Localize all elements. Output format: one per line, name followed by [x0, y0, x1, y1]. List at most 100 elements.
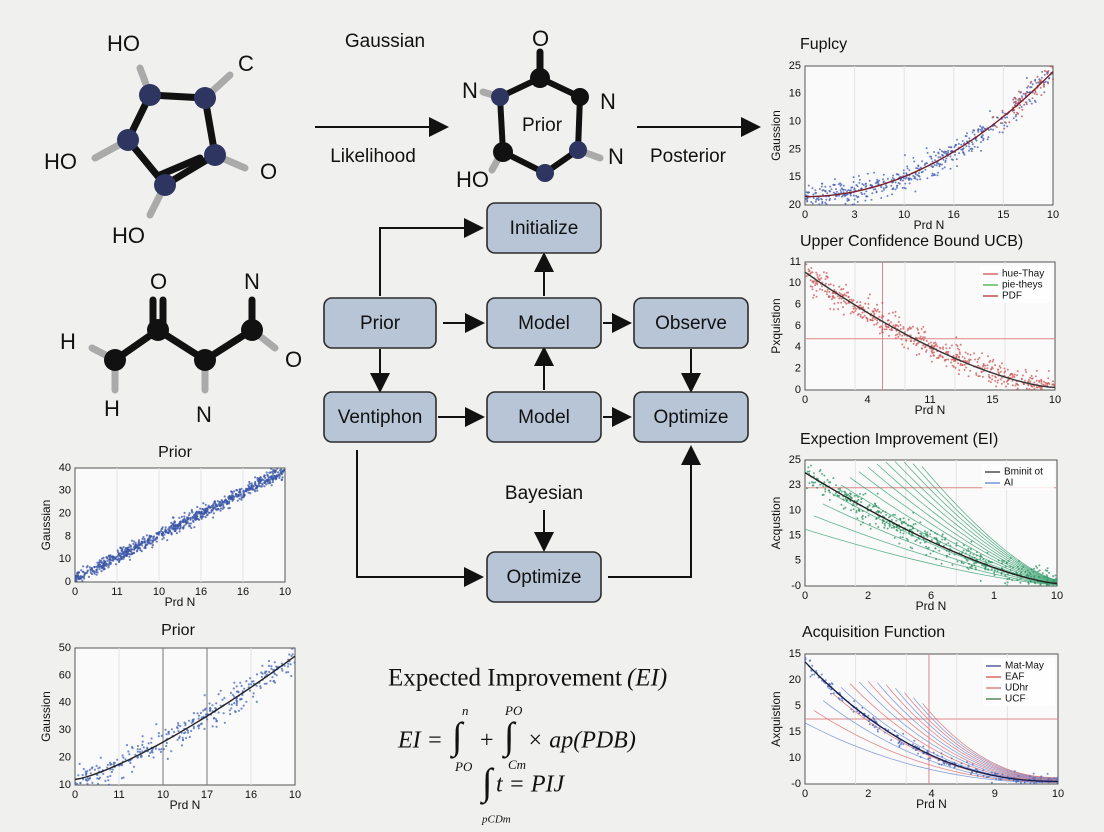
dot: [218, 502, 221, 505]
dot: [1022, 374, 1024, 377]
dot: [962, 562, 965, 565]
dot: [124, 758, 127, 761]
dot: [122, 557, 125, 560]
dot: [871, 310, 874, 313]
dot: [210, 511, 213, 514]
dot: [88, 566, 91, 569]
atom-label: H: [60, 329, 76, 354]
dot: [859, 304, 862, 307]
dot: [101, 557, 104, 560]
dot: [1009, 374, 1012, 377]
dot: [214, 707, 217, 710]
dot: [850, 298, 853, 301]
dot: [996, 381, 999, 384]
dot: [1047, 370, 1050, 372]
dot: [970, 773, 972, 775]
x-tick-label: 10: [153, 586, 165, 598]
dot: [211, 725, 214, 728]
dot: [998, 365, 1001, 368]
dot: [1046, 583, 1049, 585]
dot: [907, 524, 910, 527]
dot: [842, 184, 845, 187]
dot: [873, 171, 876, 174]
dot: [132, 552, 136, 555]
dot: [845, 294, 848, 297]
curve: [894, 461, 1058, 582]
dot: [832, 296, 835, 299]
dot: [890, 184, 893, 187]
dot: [259, 685, 262, 688]
dot: [81, 575, 84, 578]
dot: [227, 496, 230, 499]
dot: [1033, 776, 1036, 779]
dot: [985, 776, 988, 779]
dot: [1027, 575, 1030, 577]
dot: [961, 355, 964, 358]
molecule-ring5: HO C HO O HO: [44, 31, 277, 248]
dot: [980, 130, 983, 133]
dot: [96, 571, 99, 574]
dot: [944, 159, 947, 162]
dot: [884, 511, 887, 514]
dot: [849, 194, 852, 197]
dot: [891, 193, 894, 196]
atom-label: N: [608, 144, 624, 169]
dot: [821, 200, 824, 203]
dot: [259, 686, 262, 690]
dot: [857, 508, 860, 511]
y-tick-label: 50: [59, 642, 71, 654]
dot: [270, 665, 273, 668]
dot: [872, 724, 875, 726]
dot: [265, 471, 268, 474]
curve: [867, 466, 1058, 583]
dot: [165, 741, 168, 745]
formula-text: pCDm: [481, 814, 511, 826]
dot: [898, 333, 901, 336]
dot: [833, 302, 836, 305]
dot: [1004, 121, 1006, 124]
dot: [987, 373, 990, 376]
flow-label: Bayesian: [505, 483, 583, 504]
dot: [81, 773, 84, 777]
dot: [1029, 573, 1032, 576]
dot: [840, 503, 843, 506]
dot: [898, 182, 901, 185]
dot: [881, 522, 884, 524]
dot: [266, 480, 269, 483]
curve: [868, 681, 1059, 781]
dot: [270, 484, 273, 487]
dot: [1016, 387, 1019, 390]
dot: [197, 727, 200, 730]
dot: [888, 522, 891, 525]
dot: [840, 293, 842, 296]
dot: [949, 544, 952, 547]
dot: [177, 729, 180, 733]
dot: [290, 674, 293, 678]
dot: [903, 331, 906, 334]
dot: [260, 675, 263, 679]
dot: [1011, 579, 1014, 582]
dot: [856, 500, 859, 503]
dot: [1051, 66, 1054, 69]
dot: [969, 552, 972, 555]
dot: [925, 340, 928, 342]
dot: [179, 524, 182, 527]
dot: [259, 476, 262, 479]
dot: [207, 505, 210, 509]
dot: [811, 288, 814, 291]
dot: [874, 188, 877, 191]
dot: [981, 352, 984, 355]
dot: [804, 657, 807, 660]
dot: [943, 151, 946, 154]
dot: [975, 554, 978, 557]
dot: [141, 743, 144, 747]
dot: [864, 199, 867, 202]
dot: [123, 550, 126, 554]
dot: [1011, 376, 1014, 379]
atom-label: O: [285, 347, 302, 372]
dot: [186, 729, 189, 732]
dot: [841, 293, 844, 296]
dot: [945, 365, 948, 368]
dot: [1039, 86, 1042, 89]
